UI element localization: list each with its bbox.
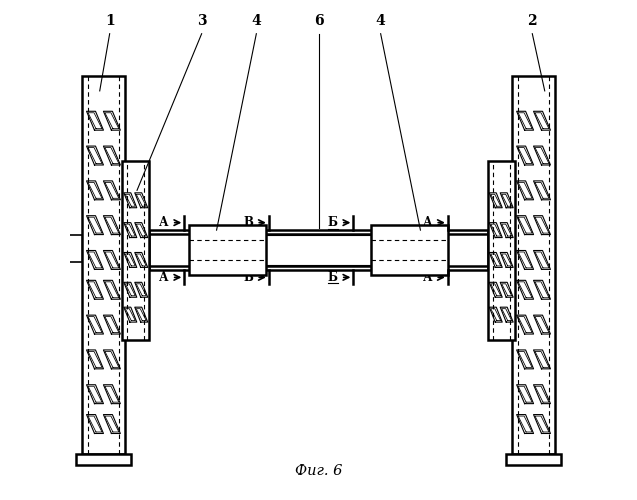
Text: А: А [423, 216, 433, 229]
Text: Фиг. 6: Фиг. 6 [295, 464, 342, 478]
Text: В: В [243, 216, 254, 229]
Bar [487, 160, 515, 340]
Text: 3: 3 [197, 14, 206, 28]
Text: А: А [159, 216, 169, 229]
Text: Б: Б [328, 271, 338, 284]
Text: А: А [159, 271, 169, 284]
Bar [68, 235, 82, 262]
Bar [189, 225, 266, 275]
Text: В: В [243, 271, 254, 284]
Bar [150, 230, 487, 270]
Bar [371, 225, 448, 275]
Text: 4: 4 [252, 14, 261, 28]
Bar [512, 76, 555, 454]
Text: А: А [423, 271, 433, 284]
Text: Б: Б [328, 216, 338, 229]
Text: 6: 6 [313, 14, 324, 28]
Bar [76, 454, 131, 465]
Bar [266, 235, 371, 265]
Bar [122, 160, 150, 340]
Text: 4: 4 [376, 14, 385, 28]
Text: 1: 1 [105, 14, 115, 28]
Bar [506, 454, 561, 465]
Text: 2: 2 [527, 14, 537, 28]
Bar [82, 76, 125, 454]
